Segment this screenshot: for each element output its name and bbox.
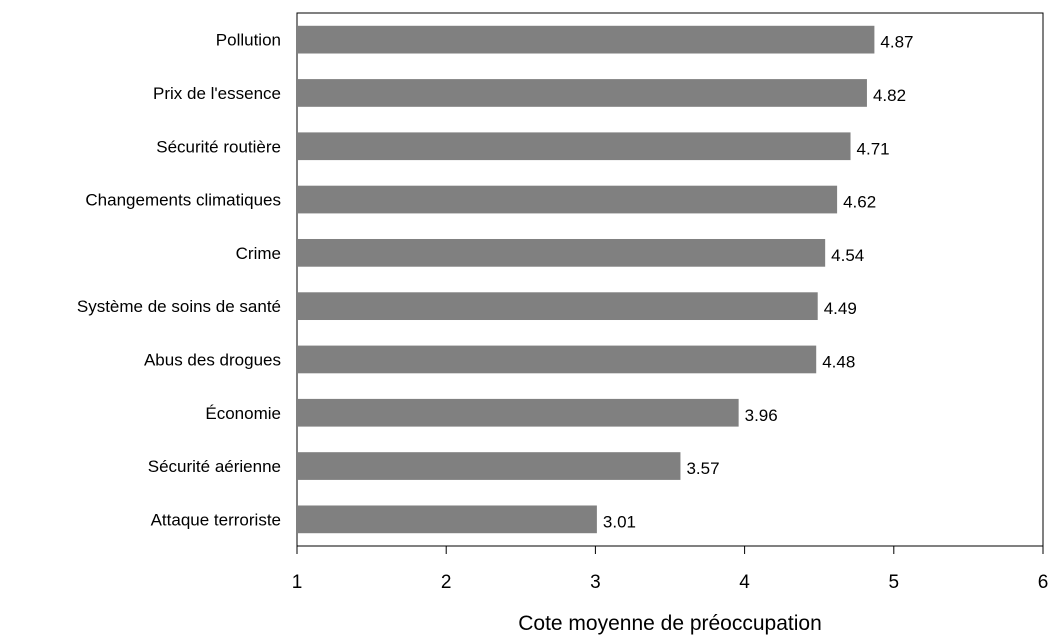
- x-axis-title: Cote moyenne de préoccupation: [518, 612, 822, 635]
- category-label: Changements climatiques: [85, 191, 281, 210]
- value-label: 3.01: [603, 512, 636, 531]
- bars-group: [297, 25, 875, 534]
- bar: [297, 292, 818, 321]
- x-tick-label: 1: [292, 572, 303, 593]
- bar: [297, 25, 875, 54]
- category-label: Abus des drogues: [144, 350, 281, 369]
- x-tick-label: 6: [1038, 572, 1049, 593]
- x-tick-label: 4: [739, 572, 750, 593]
- bar: [297, 398, 739, 427]
- category-label: Crime: [236, 244, 281, 263]
- value-label: 4.62: [843, 193, 876, 212]
- category-label: Attaque terroriste: [151, 510, 281, 529]
- bar: [297, 452, 681, 480]
- category-label: Sécurité routière: [156, 137, 281, 156]
- category-label: Prix de l'essence: [153, 84, 281, 103]
- value-label: 4.48: [822, 352, 855, 371]
- bar: [297, 79, 867, 107]
- value-label: 4.49: [824, 299, 857, 318]
- category-label: Pollution: [216, 31, 281, 50]
- x-ticks-group: 1 2 3 4 5 6: [292, 546, 1049, 593]
- value-labels-group: 4.87 4.82 4.71 4.62 4.54 4.49 4.48 3.96 3.57 3.01: [603, 33, 914, 532]
- x-tick-label: 3: [590, 572, 601, 593]
- value-label: 4.87: [880, 33, 913, 52]
- bar: [297, 132, 851, 161]
- bar: [297, 185, 838, 214]
- category-label: Économie: [205, 404, 281, 423]
- category-label: Sécurité aérienne: [148, 457, 281, 476]
- category-label: Système de soins de santé: [77, 297, 281, 316]
- bar: [297, 505, 597, 534]
- value-label: 3.57: [686, 459, 719, 478]
- x-tick-label: 5: [889, 572, 900, 593]
- category-labels-group: Pollution Prix de l'essence Sécurité routi…: [77, 31, 281, 530]
- value-label: 4.82: [873, 86, 906, 105]
- x-tick-label: 2: [441, 572, 452, 593]
- value-label: 4.71: [857, 139, 890, 158]
- value-label: 4.54: [831, 246, 864, 265]
- bar: [297, 345, 817, 374]
- bar: [297, 238, 826, 267]
- value-label: 3.96: [745, 406, 778, 425]
